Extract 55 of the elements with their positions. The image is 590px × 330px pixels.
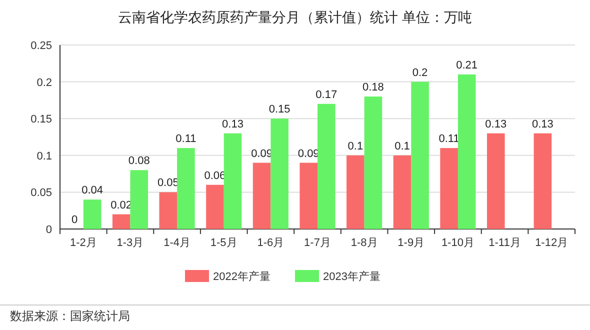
data-label: 0.18 bbox=[362, 82, 384, 94]
data-label: 0.11 bbox=[438, 133, 460, 146]
source-note: 数据来源：国家统计局 bbox=[10, 309, 130, 323]
y-tick-label: 0.15 bbox=[30, 114, 52, 126]
bar bbox=[252, 162, 271, 229]
legend-label: 2023年产量 bbox=[323, 270, 380, 283]
x-tick-label: 1-6月 bbox=[257, 237, 284, 249]
y-tick-label: 0.25 bbox=[30, 40, 52, 52]
data-label: 0.04 bbox=[82, 184, 104, 197]
bar bbox=[393, 155, 412, 229]
bar bbox=[159, 192, 178, 229]
bar bbox=[458, 74, 476, 229]
data-label: 0.08 bbox=[128, 155, 150, 168]
x-tick-label: 1-8月 bbox=[350, 237, 378, 249]
x-tick-label: 1-9月 bbox=[398, 237, 425, 249]
x-tick-label: 1-12月 bbox=[535, 237, 568, 249]
x-tick-label: 1-11月 bbox=[488, 237, 521, 249]
bar bbox=[411, 82, 429, 229]
data-label: 0.1 bbox=[348, 140, 364, 152]
bar bbox=[270, 118, 288, 229]
data-label: 0.11 bbox=[176, 133, 196, 146]
data-label: 0.21 bbox=[456, 59, 478, 72]
data-label: 0.17 bbox=[316, 88, 338, 101]
x-tick-label: 1-4月 bbox=[164, 237, 190, 249]
data-label: 0.13 bbox=[222, 118, 244, 130]
data-label: 0.13 bbox=[532, 118, 554, 130]
bar bbox=[534, 133, 552, 229]
data-label: 0.13 bbox=[485, 118, 507, 130]
data-label: 0.1 bbox=[394, 140, 410, 152]
x-tick-label: 1-10月 bbox=[441, 237, 474, 249]
y-tick-label: 0.05 bbox=[30, 187, 52, 200]
y-tick-label: 0.2 bbox=[36, 76, 52, 89]
bar bbox=[346, 155, 364, 229]
legend-label: 2022年产量 bbox=[213, 270, 270, 283]
bar bbox=[206, 184, 224, 229]
bar bbox=[318, 104, 336, 229]
x-tick-label: 1-7月 bbox=[304, 237, 331, 249]
bar bbox=[440, 148, 458, 229]
bar bbox=[300, 162, 318, 229]
data-label: 0.15 bbox=[268, 104, 290, 116]
chart-title: 云南省化学农药原药产量分月（累计值）统计 单位：万吨 bbox=[118, 9, 472, 25]
bar bbox=[486, 133, 505, 229]
data-label: 0 bbox=[71, 214, 78, 226]
bar bbox=[83, 200, 102, 229]
y-tick-label: 0.1 bbox=[36, 150, 52, 162]
x-tick-label: 1-5月 bbox=[210, 237, 238, 249]
x-tick-label: 1-2月 bbox=[70, 237, 97, 249]
data-label: 0.2 bbox=[412, 66, 428, 79]
bar bbox=[112, 214, 130, 229]
bar bbox=[130, 170, 148, 229]
bar bbox=[364, 96, 382, 229]
bar bbox=[224, 133, 242, 229]
y-tick-label: 0 bbox=[46, 224, 52, 236]
bar bbox=[177, 148, 195, 229]
x-tick-label: 1-3月 bbox=[116, 237, 144, 249]
